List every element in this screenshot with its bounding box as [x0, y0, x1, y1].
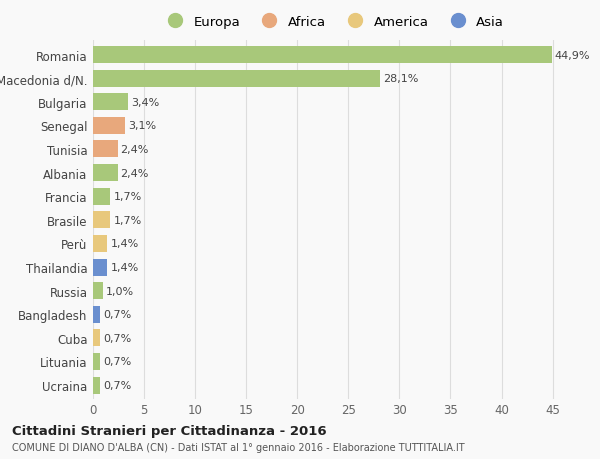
Text: 2,4%: 2,4%: [121, 145, 149, 155]
Text: 2,4%: 2,4%: [121, 168, 149, 178]
Bar: [93, 141, 118, 158]
Text: 1,4%: 1,4%: [110, 263, 139, 273]
Text: 1,4%: 1,4%: [110, 239, 139, 249]
Bar: [93, 330, 100, 347]
Legend: Europa, Africa, America, Asia: Europa, Africa, America, Asia: [160, 13, 506, 31]
Text: 3,1%: 3,1%: [128, 121, 156, 131]
Bar: [93, 282, 103, 299]
Bar: [93, 165, 118, 182]
Text: 1,7%: 1,7%: [113, 192, 142, 202]
Bar: [93, 353, 100, 370]
Bar: [93, 377, 100, 394]
Text: 3,4%: 3,4%: [131, 98, 159, 107]
Text: 44,9%: 44,9%: [554, 50, 590, 61]
Bar: [93, 235, 107, 252]
Bar: [93, 118, 125, 134]
Text: 1,7%: 1,7%: [113, 215, 142, 225]
Bar: [93, 188, 110, 205]
Text: 1,0%: 1,0%: [106, 286, 134, 296]
Text: 28,1%: 28,1%: [383, 74, 418, 84]
Bar: [93, 212, 110, 229]
Text: 0,7%: 0,7%: [103, 309, 131, 319]
Text: Cittadini Stranieri per Cittadinanza - 2016: Cittadini Stranieri per Cittadinanza - 2…: [12, 425, 326, 437]
Text: 0,7%: 0,7%: [103, 333, 131, 343]
Text: 0,7%: 0,7%: [103, 380, 131, 390]
Bar: [93, 71, 380, 88]
Text: COMUNE DI DIANO D'ALBA (CN) - Dati ISTAT al 1° gennaio 2016 - Elaborazione TUTTI: COMUNE DI DIANO D'ALBA (CN) - Dati ISTAT…: [12, 442, 464, 452]
Bar: [93, 306, 100, 323]
Bar: [93, 259, 107, 276]
Text: 0,7%: 0,7%: [103, 357, 131, 367]
Bar: [93, 47, 551, 64]
Bar: [93, 94, 128, 111]
